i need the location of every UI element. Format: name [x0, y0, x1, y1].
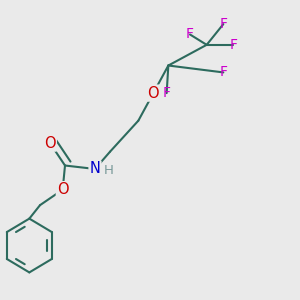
Text: N: N	[90, 161, 101, 176]
Text: F: F	[219, 17, 227, 31]
Text: O: O	[148, 85, 159, 100]
Text: F: F	[219, 65, 227, 80]
Text: O: O	[57, 182, 68, 197]
Text: F: F	[163, 86, 171, 100]
Text: F: F	[186, 28, 194, 41]
Text: H: H	[103, 164, 113, 177]
Text: F: F	[229, 38, 237, 52]
Text: O: O	[44, 136, 56, 151]
